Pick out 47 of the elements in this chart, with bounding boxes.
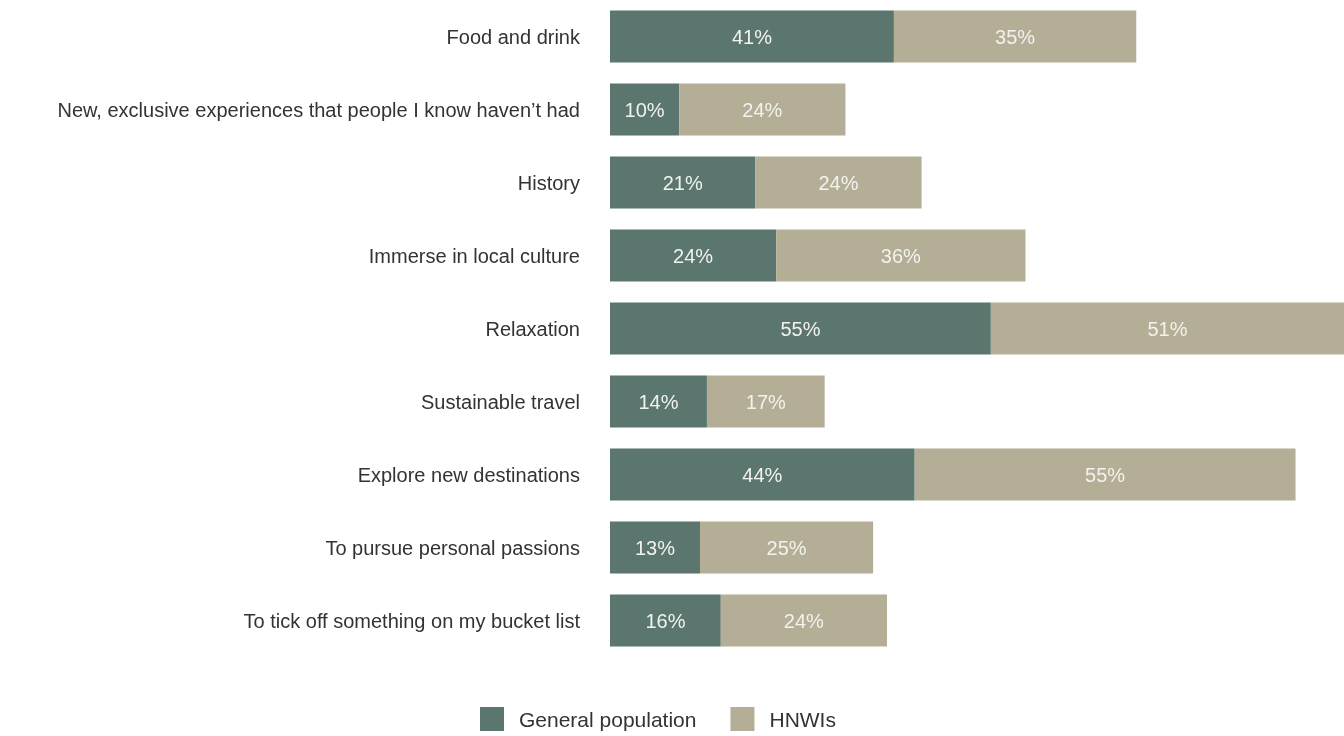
bar	[893, 10, 1137, 63]
y-tick-label: To tick off something on my bucket list	[243, 609, 581, 632]
bar	[720, 594, 887, 647]
data-label: 41%	[731, 25, 773, 48]
bar	[610, 448, 915, 501]
data-label: 25%	[766, 536, 807, 559]
y-tick-label: Relaxation	[485, 317, 580, 340]
bar	[914, 448, 1296, 501]
data-label: 24%	[783, 609, 825, 632]
data-label: 16%	[645, 609, 686, 632]
data-label: 21%	[662, 171, 703, 194]
data-label: 36%	[880, 244, 922, 267]
data-label: 55%	[1085, 463, 1126, 486]
data-label: 17%	[745, 390, 787, 413]
legend-label: General population	[519, 707, 697, 731]
data-label: 24%	[742, 98, 783, 121]
y-tick-label: History	[517, 171, 580, 194]
legend-label: HNWIs	[769, 707, 836, 731]
bar	[706, 375, 825, 428]
bar	[755, 156, 922, 209]
data-label: 35%	[995, 25, 1036, 48]
data-label: 10%	[624, 98, 665, 121]
y-tick-label: To pursue personal passions	[325, 536, 580, 559]
data-label: 51%	[1147, 317, 1188, 340]
bar	[610, 10, 894, 63]
bar	[776, 229, 1026, 282]
bar	[610, 302, 991, 355]
bar	[610, 229, 777, 282]
y-tick-label: New, exclusive experiences that people I know haven’t had	[57, 98, 580, 121]
bar	[610, 521, 701, 574]
y-tick-label: Sustainable travel	[421, 390, 580, 413]
bar	[610, 83, 680, 136]
y-tick-label: Explore new destinations	[357, 463, 580, 486]
bar	[700, 521, 874, 574]
bar	[679, 83, 846, 136]
data-label: 14%	[638, 390, 679, 413]
bar	[610, 156, 756, 209]
data-label: 44%	[742, 463, 783, 486]
data-label: 13%	[634, 536, 676, 559]
data-label: 55%	[780, 317, 821, 340]
data-label: 24%	[673, 244, 714, 267]
y-tick-label: Immerse in local culture	[368, 244, 580, 267]
bar	[990, 302, 1344, 355]
bar	[610, 375, 707, 428]
data-label: 24%	[818, 171, 859, 194]
bar	[610, 594, 721, 647]
y-tick-label: Food and drink	[446, 25, 581, 48]
